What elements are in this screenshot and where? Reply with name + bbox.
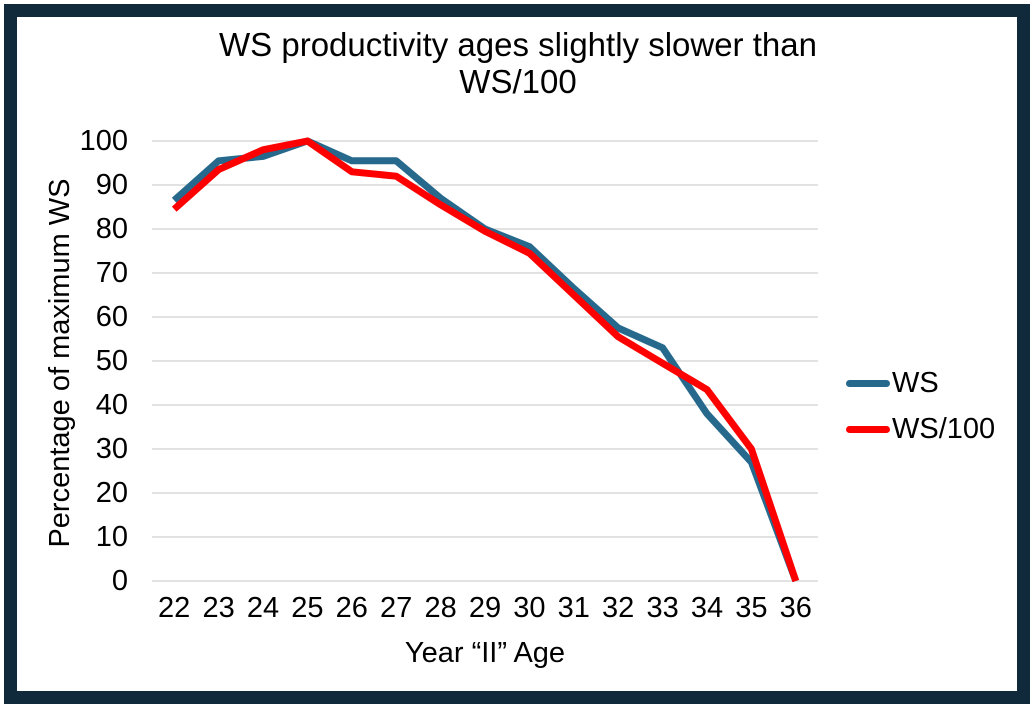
- y-tick-label: 20: [95, 477, 128, 509]
- x-tick-label: 30: [513, 592, 546, 624]
- x-tick-label: 25: [291, 592, 324, 624]
- y-tick-label: 40: [95, 389, 128, 421]
- legend-item-ws-100: WS/100: [846, 412, 996, 445]
- x-tick-label: 27: [380, 592, 413, 624]
- y-tick-label: 0: [111, 565, 128, 597]
- legend-label: WS: [892, 366, 939, 399]
- x-tick-label: 22: [158, 592, 191, 624]
- y-tick-label: 60: [95, 301, 128, 333]
- x-tick-label: 26: [335, 592, 368, 624]
- y-tick-label: 10: [95, 521, 128, 553]
- x-tick-label: 28: [424, 592, 457, 624]
- x-tick-label: 35: [735, 592, 768, 624]
- x-axis-title: Year “II” Age: [404, 637, 566, 669]
- legend-swatch-ws-100: [846, 425, 890, 433]
- x-tick-label: 24: [246, 592, 280, 624]
- y-tick-label: 80: [95, 213, 128, 245]
- legend-label: WS/100: [892, 412, 996, 445]
- x-tick-label: 23: [202, 592, 235, 624]
- y-tick-label: 70: [95, 257, 128, 289]
- x-tick-label: 34: [690, 592, 724, 624]
- y-tick-label: 50: [95, 345, 128, 377]
- y-tick-label: 90: [95, 169, 128, 201]
- x-tick-label: 36: [779, 592, 812, 624]
- y-tick-label: 30: [95, 433, 128, 465]
- chart-title-line-1: WS productivity ages slightly slower tha…: [219, 26, 817, 63]
- x-tick-label: 29: [468, 592, 502, 624]
- x-tick-label: 33: [646, 592, 679, 624]
- chart-title-line-2: WS/100: [459, 62, 577, 100]
- y-tick-label: 100: [79, 125, 128, 157]
- ws-100-line: [171, 137, 800, 583]
- x-tick-label: 32: [602, 592, 635, 624]
- legend-swatch-ws: [846, 379, 890, 387]
- chart-title: WS productivity ages slightly slower tha…: [0, 26, 1036, 101]
- legend-item-ws: WS: [846, 366, 995, 399]
- x-tick-label: 31: [557, 592, 590, 624]
- legend: WS WS/100: [846, 366, 996, 460]
